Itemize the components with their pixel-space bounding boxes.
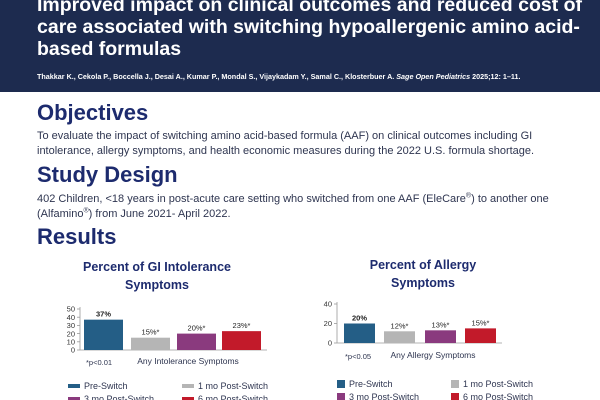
gi-legend-swatch — [182, 397, 194, 400]
objectives-heading: Objectives — [37, 100, 149, 125]
allergy-legend-label: 3 mo Post-Switch — [349, 392, 419, 400]
gi-chart-title: Percent of GI Intolerance Symptoms — [83, 260, 231, 292]
allergy-bar-3 — [425, 330, 456, 343]
allergy-legend-swatch — [337, 380, 345, 388]
allergy-legend-label: 6 mo Post-Switch — [463, 392, 533, 400]
gi-data-label: 20%* — [188, 324, 206, 333]
study-design-text: 402 Children, <18 years in post-acute ca… — [37, 192, 549, 220]
gi-tick-label: 40 — [67, 313, 75, 322]
allergy-chart-legend: Pre-Switch 1 mo Post-Switch 3 mo Post-Swit… — [337, 379, 533, 400]
gi-tick-label: 10 — [67, 338, 75, 347]
gi-tick-label: 20 — [67, 329, 75, 338]
allergy-bar-2 — [384, 331, 415, 343]
gi-bar-4 — [222, 331, 261, 350]
citation-journal: Sage Open Pediatrics — [396, 72, 471, 81]
registered-mark: ® — [83, 206, 89, 214]
objectives-text: To evaluate the impact of switching amin… — [37, 130, 535, 157]
allergy-data-label: 15%* — [472, 318, 490, 327]
poster-title: Improved impact on clinical outcomes and… — [37, 0, 583, 60]
gi-data-label: 23%* — [233, 321, 251, 330]
registered-mark: ® — [465, 192, 472, 200]
allergy-significance-note: *p<0.05 — [345, 352, 371, 361]
allergy-legend-label: Pre-Switch — [349, 379, 393, 389]
allergy-legend-swatch — [451, 393, 459, 400]
gi-significance-note: *p<0.01 — [86, 358, 112, 367]
allergy-data-label: 13%* — [432, 320, 450, 329]
gi-tick-label: 30 — [67, 321, 75, 330]
gi-tick-label: 0 — [71, 346, 75, 355]
allergy-data-label: 12%* — [391, 321, 409, 330]
gi-legend-swatch — [68, 397, 80, 400]
gi-legend-swatch — [182, 384, 194, 388]
allergy-bar-4 — [465, 328, 496, 343]
gi-category-label: Any Intolerance Symptoms — [137, 356, 239, 366]
gi-legend-label: 1 mo Post-Switch — [198, 381, 268, 391]
gi-data-label: 37% — [96, 310, 111, 319]
citation-authors: Thakkar K., Cekola P., Boccella J., Desa… — [37, 72, 395, 81]
citation: Thakkar K., Cekola P., Boccella J., Desa… — [37, 72, 521, 81]
results-heading: Results — [37, 224, 117, 249]
allergy-bar-1 — [344, 323, 375, 343]
gi-legend-swatch — [68, 384, 80, 388]
allergy-chart-title: Percent of Allergy Symptoms — [369, 258, 477, 290]
gi-tick-label: 50 — [67, 305, 75, 314]
allergy-legend-swatch — [337, 393, 345, 400]
allergy-legend-label: 1 mo Post-Switch — [463, 379, 533, 389]
gi-legend-label: Pre-Switch — [84, 381, 128, 391]
gi-bar-1 — [84, 319, 123, 350]
citation-ref: 2025;12: 1–11. — [470, 72, 521, 81]
study-design-heading: Study Design — [37, 162, 178, 187]
gi-bar-2 — [131, 337, 170, 350]
allergy-legend-swatch — [451, 380, 459, 388]
gi-data-label: 15%* — [142, 328, 160, 337]
gi-legend-label: 6 mo Post-Switch — [198, 394, 268, 400]
allergy-symptoms-chart: 40 20 0 20% 12%* 13%* 15%* *p<0.05 Any Allergy S… — [324, 300, 502, 361]
allergy-tick-label: 40 — [324, 300, 332, 309]
allergy-data-label: 20% — [352, 314, 367, 323]
gi-legend-label: 3 mo Post-Switch — [84, 394, 154, 400]
title-banner: Improved impact on clinical outcomes and… — [0, 0, 600, 92]
allergy-tick-label: 20 — [324, 319, 332, 328]
allergy-tick-label: 0 — [328, 339, 332, 348]
allergy-category-label: Any Allergy Symptoms — [390, 350, 475, 360]
gi-bar-3 — [177, 333, 216, 350]
gi-chart-legend: Pre-Switch 1 mo Post-Switch 3 mo Post-Swit… — [68, 381, 268, 400]
